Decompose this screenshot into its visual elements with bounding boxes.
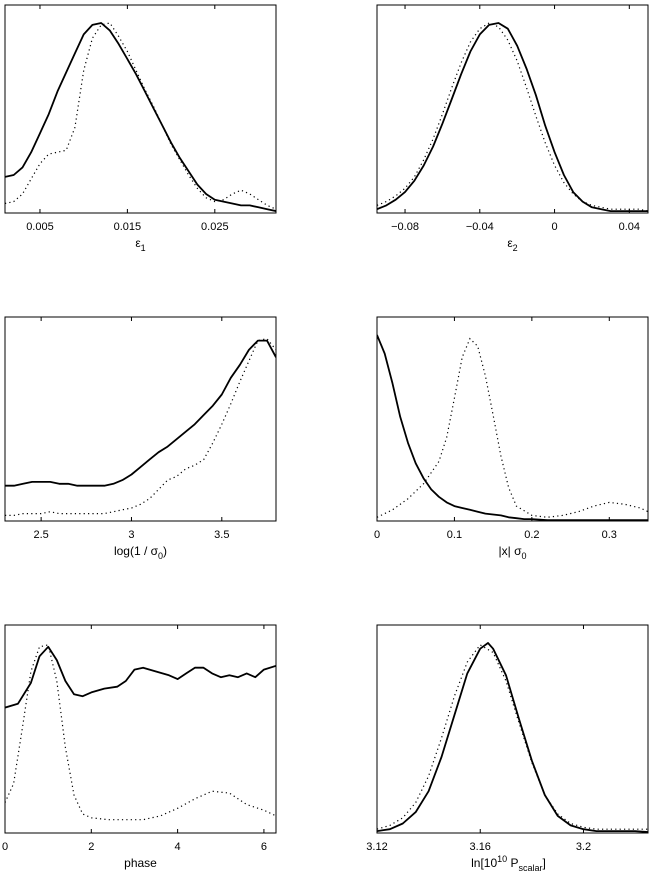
series-solid-line [377,334,648,521]
x-tick-label: 0 [374,529,380,541]
plot-frame [376,316,649,522]
series-solid-line [5,22,276,212]
x-tick-label: −0.08 [391,221,419,233]
panel-2: −0.08 −0.04 0 0.04 ε2 [376,4,649,253]
x-axis-label: ε1 [135,236,145,253]
x-tick-label: 0.04 [619,221,640,233]
x-tick-label: −0.04 [466,221,494,233]
x-tick-label: 0.025 [201,221,229,233]
x-tick-label: 3.12 [366,841,387,853]
x-tick-label: 3 [128,529,134,541]
x-tick-label: 0.2 [524,529,539,541]
x-axis-label: ln[1010 Pscalar] [471,854,546,872]
x-axis-label: ε2 [507,236,517,253]
x-tick-label: 0.1 [447,529,462,541]
series-dotted-line [5,338,276,516]
x-axis-label: log(1 / σ0) [114,544,167,561]
panel-3: 2.5 3 3.5 log(1 / σ0) [4,316,277,561]
x-tick-label: 2.5 [33,529,48,541]
panel-1: 0.005 0.015 0.025 ε1 [4,4,277,253]
panel-5: 0 2 4 6 phase [2,624,277,870]
x-tick-label: 0 [2,841,8,853]
panel-6: 3.12 3.16 3.2 ln[1010 Pscalar] [366,624,649,872]
x-tick-label: 4 [175,841,181,853]
x-tick-label: 3.5 [214,529,229,541]
plot-frame [376,624,649,834]
plot-frame [4,624,277,834]
series-dotted-line [377,644,648,830]
series-solid-line [377,22,648,212]
plot-frame [376,4,649,214]
series-solid-line [377,642,648,833]
series-dotted-line [377,337,648,518]
plot-frame [4,4,277,214]
x-tick-label: 6 [261,841,267,853]
series-dotted-line [377,22,648,212]
x-tick-label: 3.16 [470,841,491,853]
x-axis-label: |x| σ0 [499,544,527,561]
plot-frame [4,316,277,522]
x-tick-label: 3.2 [576,841,591,853]
series-solid-line [5,339,276,487]
series-dotted-line [5,22,276,210]
x-tick-label: 0.015 [114,221,142,233]
panel-4: 0 0.1 0.2 0.3 |x| σ0 [374,316,649,561]
x-tick-label: 2 [88,841,94,853]
x-tick-label: 0.005 [26,221,54,233]
x-axis-label: phase [124,856,157,870]
series-solid-line [5,645,276,709]
series-dotted-line [5,644,276,821]
x-tick-label: 0.3 [602,529,617,541]
x-tick-label: 0 [551,221,557,233]
